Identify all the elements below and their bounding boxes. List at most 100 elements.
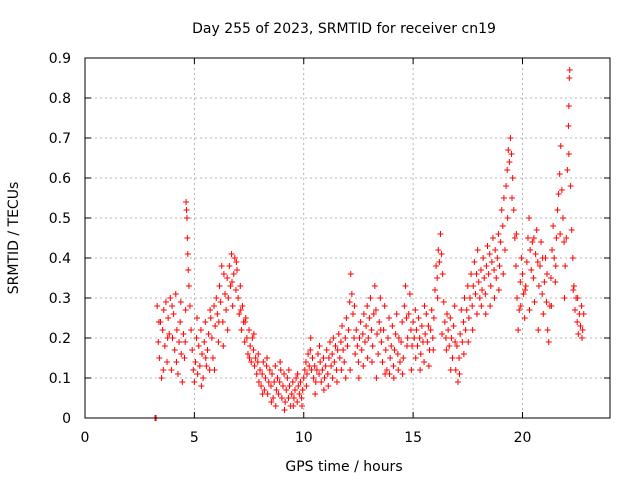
data-point [355, 359, 362, 365]
data-point [164, 335, 171, 341]
data-point [357, 319, 364, 325]
data-point [277, 367, 284, 373]
data-point [520, 291, 527, 297]
data-point [402, 283, 409, 289]
data-point [285, 395, 292, 401]
data-point [463, 307, 470, 313]
data-point [562, 263, 569, 269]
data-point [183, 199, 190, 205]
data-point [495, 231, 502, 237]
data-point [526, 307, 533, 313]
data-point [251, 363, 258, 369]
y-tick-label: 0.2 [49, 331, 71, 347]
data-point [160, 307, 167, 313]
data-point [166, 331, 173, 337]
data-point [284, 375, 291, 381]
data-point [198, 383, 205, 389]
data-point [411, 335, 418, 341]
data-point [488, 259, 495, 265]
data-point [294, 399, 301, 405]
data-point [491, 267, 498, 273]
data-point [459, 339, 466, 345]
data-point [360, 363, 367, 369]
data-point [314, 351, 321, 357]
data-point [264, 391, 271, 397]
data-point [570, 283, 577, 289]
data-point [437, 231, 444, 237]
data-point [261, 387, 268, 393]
data-point [230, 271, 237, 277]
data-point [177, 299, 184, 305]
data-point [440, 299, 447, 305]
data-point [449, 355, 456, 361]
data-point [174, 371, 181, 377]
data-point [281, 371, 288, 377]
data-point [351, 335, 358, 341]
data-point [378, 339, 385, 345]
data-point [530, 235, 537, 241]
data-point [244, 351, 251, 357]
data-point [535, 283, 542, 289]
data-point [417, 351, 424, 357]
data-point [306, 363, 313, 369]
data-point [470, 283, 477, 289]
data-point [372, 307, 379, 313]
data-point [330, 335, 337, 341]
data-point [168, 367, 175, 373]
data-point [331, 359, 338, 365]
data-point [336, 355, 343, 361]
data-point [469, 327, 476, 333]
data-point [301, 367, 308, 373]
data-point [517, 279, 524, 285]
data-point [472, 291, 479, 297]
data-point [235, 295, 242, 301]
data-point [264, 355, 270, 361]
y-tick-label: 0.1 [49, 371, 71, 387]
data-point [564, 167, 571, 173]
data-point [519, 271, 526, 277]
y-tick-label: 0 [62, 411, 71, 427]
data-point [369, 343, 376, 349]
data-point [424, 339, 431, 345]
data-point [247, 343, 254, 349]
data-point [316, 343, 323, 349]
data-point [312, 391, 319, 397]
data-point [432, 287, 438, 293]
data-point [391, 347, 398, 353]
data-point [358, 347, 365, 353]
data-point [371, 283, 378, 289]
data-point [211, 367, 218, 373]
data-point [226, 263, 233, 269]
data-point [321, 375, 328, 381]
data-point [368, 327, 375, 333]
data-point [308, 367, 315, 373]
data-point [369, 359, 375, 365]
data-point [338, 367, 345, 373]
data-point [345, 327, 352, 333]
data-point [565, 103, 572, 109]
data-point [156, 355, 163, 361]
data-point [248, 359, 255, 365]
data-points [152, 67, 587, 421]
data-point [259, 371, 266, 377]
data-point [359, 331, 366, 337]
data-point [346, 299, 353, 305]
data-point [281, 407, 288, 413]
data-point [558, 187, 565, 193]
data-point [289, 379, 296, 385]
data-point [505, 147, 512, 153]
data-point [569, 255, 576, 261]
data-point [229, 303, 236, 309]
data-point [567, 183, 574, 189]
data-point [170, 311, 177, 317]
data-point [215, 339, 222, 345]
data-point [347, 367, 354, 373]
data-point [491, 295, 498, 301]
data-point [161, 343, 168, 349]
data-point [339, 323, 346, 329]
data-point [541, 279, 548, 285]
data-point [570, 287, 577, 293]
data-point [405, 311, 412, 317]
data-point [382, 347, 389, 353]
